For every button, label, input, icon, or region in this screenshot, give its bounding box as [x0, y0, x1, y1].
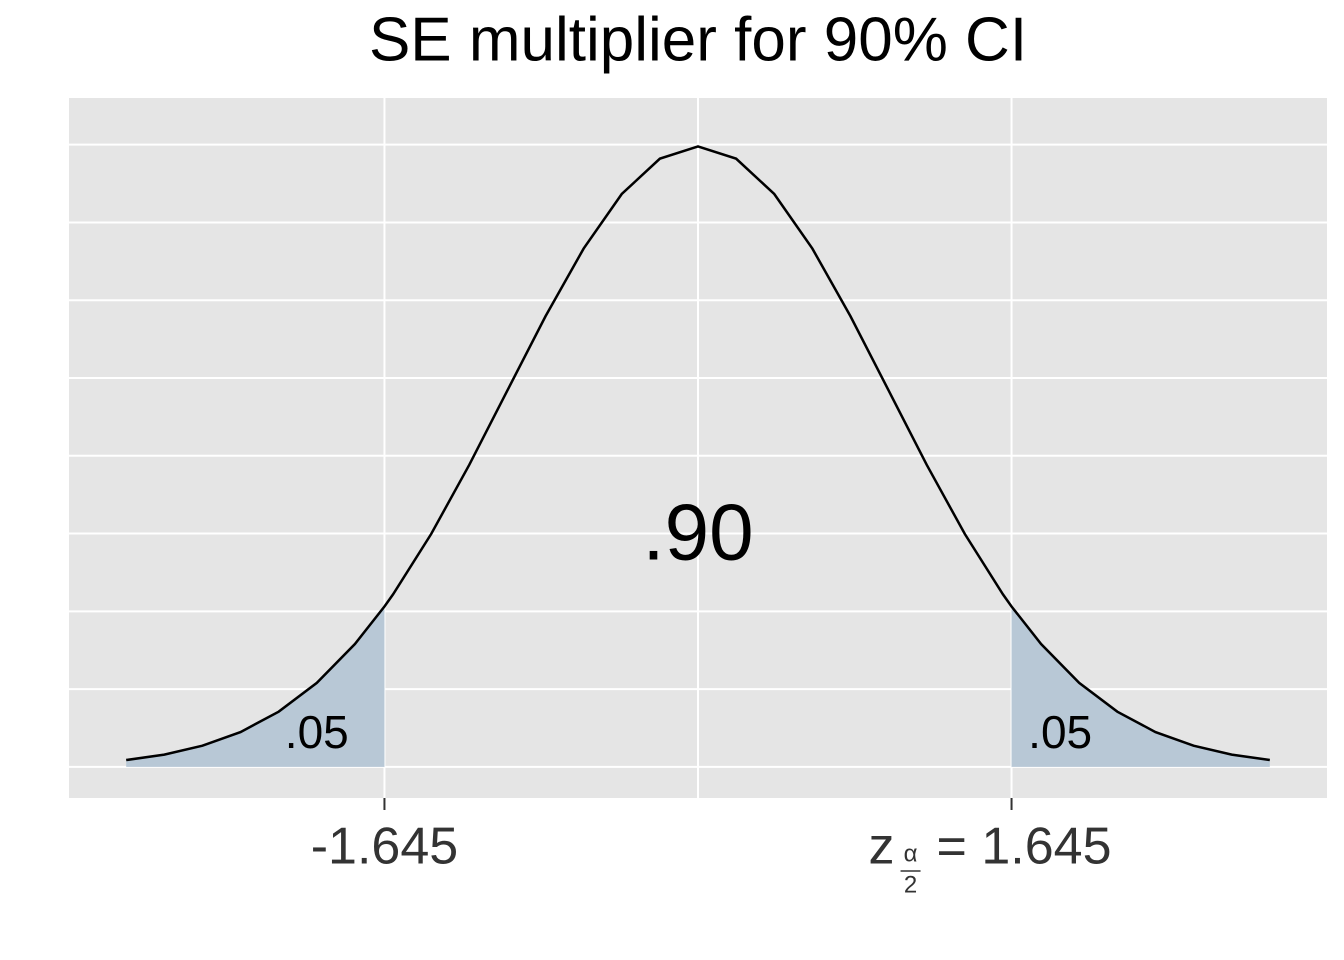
shaded-area: [126, 606, 385, 767]
annotation: .05: [1028, 706, 1092, 758]
x-tick-label: z: [869, 818, 895, 876]
x-tick-label: -1.645: [311, 818, 458, 876]
density-curve: [126, 145, 1270, 762]
annotation: .05: [285, 706, 349, 758]
x-tick-label: α: [904, 840, 918, 867]
shaded-area: [1011, 606, 1270, 767]
chart-title: SE multiplier for 90% CI: [369, 5, 1027, 74]
x-tick-label: = 1.645: [937, 818, 1112, 876]
annotation: .90: [642, 487, 753, 576]
x-tick-label: 2: [904, 871, 917, 898]
